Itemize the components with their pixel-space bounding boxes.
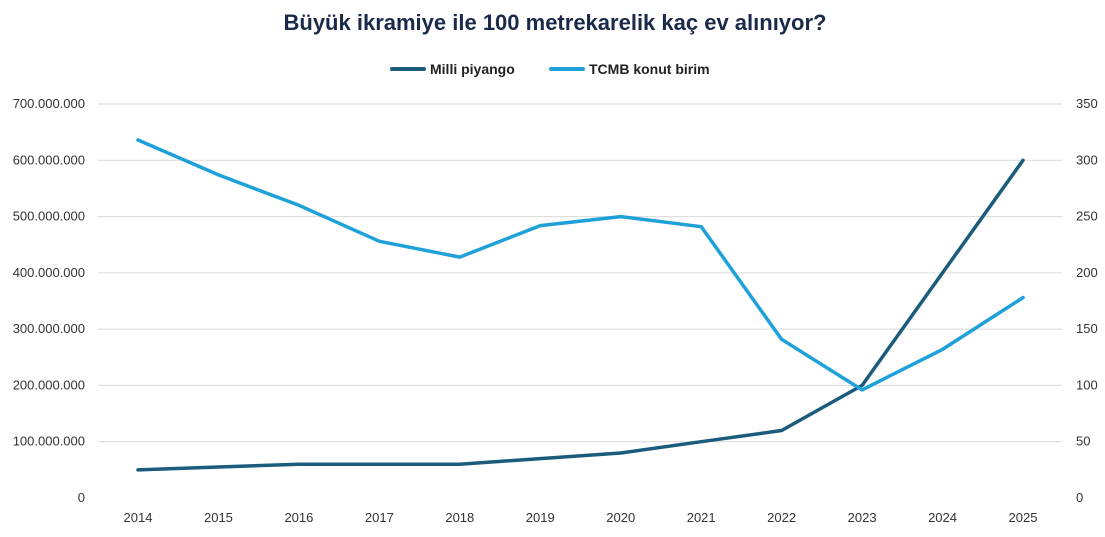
left-tick-label: 700.000.000 xyxy=(13,96,85,111)
right-tick-label: 200 xyxy=(1076,265,1098,280)
right-tick-label: 150 xyxy=(1076,321,1098,336)
x-tick-label: 2018 xyxy=(445,510,474,525)
x-tick-label: 2016 xyxy=(284,510,313,525)
x-tick-label: 2019 xyxy=(526,510,555,525)
gridlines xyxy=(98,103,1062,443)
right-tick-label: 300 xyxy=(1076,152,1098,167)
x-tick-label: 2023 xyxy=(848,510,877,525)
plot-area xyxy=(136,138,1025,472)
right-tick-label: 50 xyxy=(1076,434,1090,449)
x-tick-label: 2015 xyxy=(204,510,233,525)
left-tick-label: 400.000.000 xyxy=(13,265,85,280)
legend: Milli piyango TCMB konut birim xyxy=(390,61,710,77)
left-axis: 0 100.000.000 200.000.000 300.000.000 400.00… xyxy=(13,96,85,505)
right-tick-label: 350 xyxy=(1076,96,1098,111)
right-axis: 0 50 100 150 200 250 300 350 xyxy=(1076,96,1098,505)
left-tick-label: 600.000.000 xyxy=(13,152,85,167)
x-tick-label: 2025 xyxy=(1009,510,1038,525)
x-tick-label: 2022 xyxy=(767,510,796,525)
x-tick-label: 2021 xyxy=(687,510,716,525)
legend-label: TCMB konut birim xyxy=(589,61,710,77)
series-line-1 xyxy=(136,158,1025,472)
x-tick-label: 2014 xyxy=(124,510,153,525)
left-tick-label: 500.000.000 xyxy=(13,209,85,224)
left-tick-label: 300.000.000 xyxy=(13,321,85,336)
x-tick-label: 2020 xyxy=(606,510,635,525)
x-tick-label: 2024 xyxy=(928,510,957,525)
right-tick-label: 0 xyxy=(1076,490,1083,505)
right-tick-label: 100 xyxy=(1076,377,1098,392)
series-line-2 xyxy=(136,138,1025,392)
x-axis: 2014 2015 2016 2017 2018 2019 2020 2021 2022 2023… xyxy=(124,510,1038,525)
left-tick-label: 200.000.000 xyxy=(13,377,85,392)
x-tick-label: 2017 xyxy=(365,510,394,525)
left-tick-label: 0 xyxy=(78,490,85,505)
left-tick-label: 100.000.000 xyxy=(13,434,85,449)
chart-title: Büyük ikramiye ile 100 metrekarelik kaç … xyxy=(284,10,827,35)
legend-label: Milli piyango xyxy=(430,61,515,77)
right-tick-label: 250 xyxy=(1076,209,1098,224)
